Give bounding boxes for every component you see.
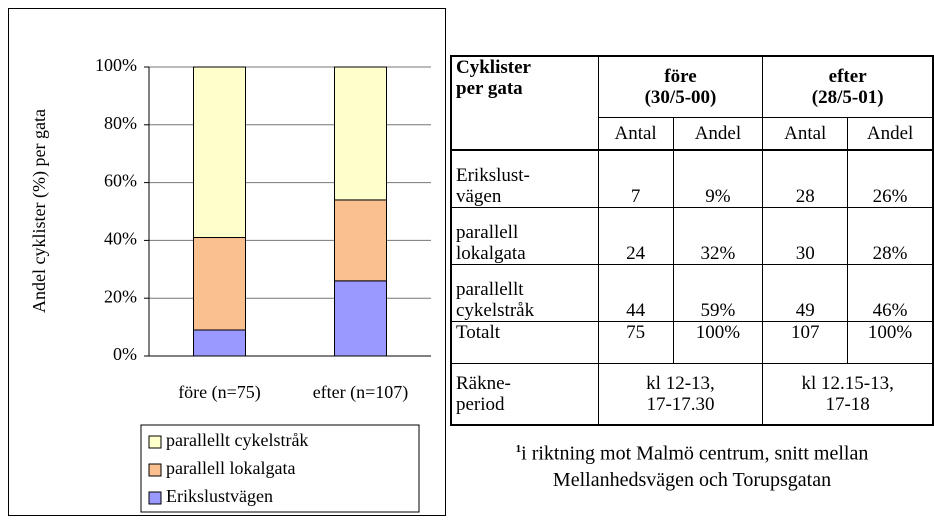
table-row: Cyklister per gata före (30/5-00) efter (2… <box>450 55 934 151</box>
footnote: 1i riktning mot Malmö centrum, snitt mel… <box>452 436 932 493</box>
table-row: Erikslust- vägen 7 9% 28 26% <box>450 149 934 208</box>
table-row: Totalt 75 100% 107 100% <box>450 321 934 364</box>
cell-text: 28% <box>872 243 908 264</box>
table-cell: 9% <box>672 149 764 208</box>
y-axis-title: Andel cyklister (%) per gata <box>29 109 50 313</box>
legend-label: parallell lokalgata <box>166 458 295 478</box>
y-tick-label: 0% <box>113 344 137 364</box>
table-cell: 46% <box>847 264 934 322</box>
cell-text: 44 <box>626 300 646 321</box>
cell-text: kl 12-13, 17-17.30 <box>646 373 715 415</box>
cell-text: före (30/5-00) <box>644 66 717 108</box>
cell-text: Totalt <box>456 322 501 343</box>
table-cell: Cyklister per gata <box>450 55 599 151</box>
table-cell: 75 <box>597 321 674 364</box>
cell-text: 100% <box>695 322 741 343</box>
table-cell: efter (28/5-01) <box>762 55 934 118</box>
table-cell: Andel <box>672 117 764 151</box>
cell-text: 49 <box>795 300 815 321</box>
table-cell: 28 <box>762 149 849 208</box>
cell-text: 7 <box>630 186 641 207</box>
x-tick-label: före (n=75) <box>178 382 261 403</box>
y-tick-label: 40% <box>104 229 137 249</box>
cell-text: parallell lokalgata <box>456 222 526 264</box>
table-cell: parallellt cykelstråk <box>450 264 599 322</box>
cell-text: 100% <box>867 322 913 343</box>
table-cell: parallell lokalgata <box>450 207 599 265</box>
cell-text: Andel <box>866 123 914 144</box>
cell-text: 32% <box>700 243 736 264</box>
legend-box <box>140 424 420 513</box>
cell-text: Erikslust- vägen <box>456 165 530 207</box>
table-cell: 59% <box>672 264 764 322</box>
cell-text: Andel <box>694 123 742 144</box>
legend-label: parallellt cykelstråk <box>166 430 308 450</box>
chart: Andel cyklister (%) per gata 0% 20% 40% 60%… <box>29 55 431 513</box>
table-row: Räkne- period kl 12-13, 17-17.30 kl 12.15-… <box>450 363 934 426</box>
y-tick-label: 60% <box>104 171 137 191</box>
legend-swatch <box>148 491 162 505</box>
cell-text: 28 <box>795 186 815 207</box>
table-cell: 100% <box>672 321 764 364</box>
cell-text: 107 <box>790 322 820 343</box>
cell-text: parallellt cykelstråk <box>456 279 535 321</box>
bar-segment <box>193 329 246 357</box>
cell-text: 46% <box>872 300 908 321</box>
table-cell: 30 <box>762 207 849 265</box>
bar-segment <box>193 66 246 239</box>
table-cell: 107 <box>762 321 849 364</box>
table-cell: Andel <box>847 117 934 151</box>
table-cell: Räkne- period <box>450 363 599 426</box>
bar-segment <box>334 199 387 282</box>
footnote-marker: 1 <box>515 443 522 455</box>
table-row: Antal Andel Antal Andel <box>451 117 934 151</box>
x-tick-label: efter (n=107) <box>313 382 409 403</box>
cell-text: 75 <box>626 322 646 343</box>
y-tick-label: 80% <box>104 113 137 133</box>
cell-text: Antal <box>614 123 657 144</box>
bar-segment <box>193 237 246 331</box>
table-cell: Totalt <box>450 321 599 364</box>
table-cell: 100% <box>847 321 934 364</box>
table-cell: 44 <box>597 264 674 322</box>
cell-text: Antal <box>784 123 827 144</box>
table-cell: kl 12.15-13, 17-18 <box>762 363 934 426</box>
bar-segment <box>334 280 387 357</box>
table-cell: kl 12-13, 17-17.30 <box>597 363 764 426</box>
table-cell: 7 <box>597 149 674 208</box>
y-tick-label: 20% <box>104 286 137 306</box>
table-cell: Antal <box>597 117 674 151</box>
cell-text: 59% <box>700 300 736 321</box>
data-table: Cyklister per gata före (30/5-00) efter (2… <box>450 55 934 426</box>
table-cell: Erikslust- vägen <box>450 149 599 208</box>
table-row: parallell lokalgata 24 32% 30 28% <box>450 207 934 265</box>
cell-text: 24 <box>626 243 646 264</box>
cell-text: 26% <box>872 186 908 207</box>
bar-segment <box>334 66 387 201</box>
table-row: parallellt cykelstråk 44 59% 49 46% <box>450 264 934 322</box>
table-cell: Antal <box>762 117 849 151</box>
table-cell: 26% <box>847 149 934 208</box>
table-cell: 28% <box>847 207 934 265</box>
table-cell: före (30/5-00) <box>597 55 764 118</box>
cell-text: Räkne- period <box>456 373 511 415</box>
chart-panel: Andel cyklister (%) per gata 0% 20% 40% 60%… <box>8 8 446 516</box>
y-tick-label: 100% <box>95 55 137 75</box>
table-cell: 24 <box>597 207 674 265</box>
cell-text: efter (28/5-01) <box>811 66 884 108</box>
cell-text: Cyklister per gata <box>456 57 531 99</box>
cell-text: 30 <box>795 243 815 264</box>
legend-swatch <box>148 463 162 477</box>
legend-label: Erikslustvägen <box>166 486 273 506</box>
cell-text: kl 12.15-13, 17-18 <box>801 373 894 415</box>
cell-text: 9% <box>705 186 731 207</box>
footnote-text: i riktning mot Malmö centrum, snitt mell… <box>521 442 869 491</box>
legend-swatch <box>148 435 162 449</box>
table-cell: 49 <box>762 264 849 322</box>
table-cell: 32% <box>672 207 764 265</box>
